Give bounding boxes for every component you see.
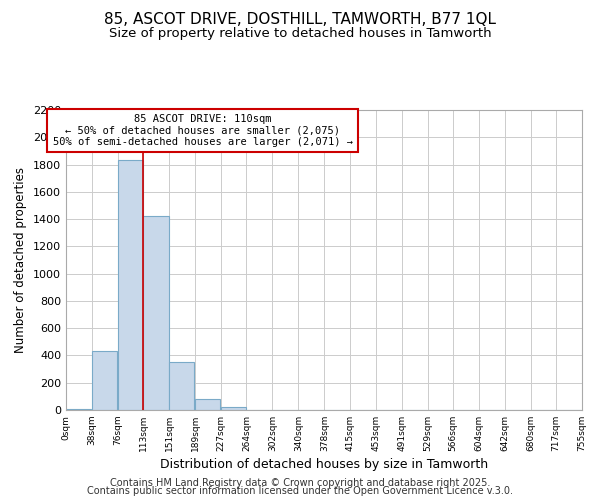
Text: 85 ASCOT DRIVE: 110sqm
← 50% of detached houses are smaller (2,075)
50% of semi-: 85 ASCOT DRIVE: 110sqm ← 50% of detached… bbox=[53, 114, 353, 148]
X-axis label: Distribution of detached houses by size in Tamworth: Distribution of detached houses by size … bbox=[160, 458, 488, 471]
Bar bbox=[221, 406, 247, 410]
Text: Contains public sector information licensed under the Open Government Licence v.: Contains public sector information licen… bbox=[87, 486, 513, 496]
Bar bbox=[169, 362, 194, 410]
Bar bbox=[66, 408, 91, 410]
Bar bbox=[92, 352, 117, 410]
Bar bbox=[118, 160, 143, 410]
Bar bbox=[195, 399, 220, 410]
Text: Contains HM Land Registry data © Crown copyright and database right 2025.: Contains HM Land Registry data © Crown c… bbox=[110, 478, 490, 488]
Text: Size of property relative to detached houses in Tamworth: Size of property relative to detached ho… bbox=[109, 28, 491, 40]
Y-axis label: Number of detached properties: Number of detached properties bbox=[14, 167, 28, 353]
Text: 85, ASCOT DRIVE, DOSTHILL, TAMWORTH, B77 1QL: 85, ASCOT DRIVE, DOSTHILL, TAMWORTH, B77… bbox=[104, 12, 496, 28]
Bar bbox=[143, 216, 169, 410]
